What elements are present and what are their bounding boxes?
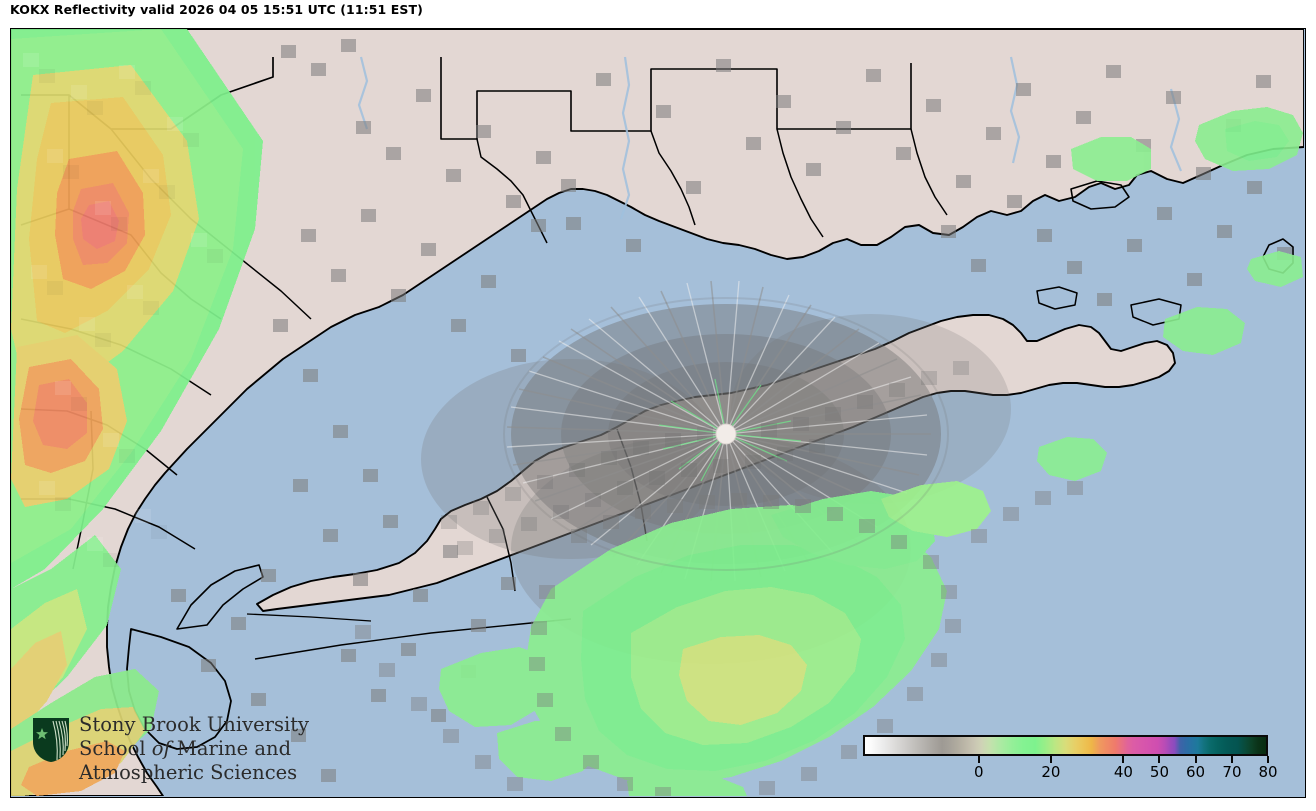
radar-bin-texture-nw (23, 53, 207, 551)
logo-line-3: Atmospheric Sciences (79, 760, 298, 784)
radar-bin-overlay-south (355, 481, 1083, 796)
colorbar-tick-0 (977, 756, 980, 763)
colorbar-label-70: 70 (1222, 763, 1242, 781)
radar-echo-east (1037, 107, 1303, 481)
colorbar-label-50: 50 (1149, 763, 1169, 781)
logo-text: Stony Brook University School of Marine … (79, 713, 309, 785)
colorbar-label-40: 40 (1113, 763, 1133, 781)
colorbar-tick-20 (1049, 756, 1052, 763)
colorbar-label-0: 0 (974, 763, 984, 781)
logo-line-2-c: Marine and (170, 736, 292, 760)
radar-echo-northwest (11, 29, 263, 796)
colorbar-label-60: 60 (1185, 763, 1206, 781)
logo-line-2-italic: of (151, 736, 171, 760)
clutter-ring-edge (503, 297, 949, 571)
star-icon (36, 728, 48, 740)
colorbar-tick-50 (1158, 756, 1161, 763)
radar-radial-spokes-bright (506, 280, 928, 582)
colorbar-label-20: 20 (1041, 763, 1061, 781)
stony-brook-logo: Stony Brook University School of Marine … (31, 713, 321, 795)
colorbar-legend: 0 20 40 50 60 70 80 (863, 735, 1278, 790)
colorbar-tick-70 (1230, 756, 1233, 763)
radar-center-green-streaks (658, 378, 802, 482)
colorbar-label-80: 80 (1258, 763, 1278, 781)
colorbar-gradient (863, 735, 1268, 756)
logo-line-2: School of Marine and (79, 737, 309, 761)
radar-map-svg (11, 29, 1304, 796)
radar-echo-south (439, 481, 991, 796)
colorbar-tick-40 (1122, 756, 1125, 763)
colorbar-tick-60 (1194, 756, 1197, 763)
logo-line-1: Stony Brook University (79, 713, 310, 736)
colorbar-tick-80 (1267, 756, 1269, 763)
radar-site-marker[interactable] (715, 423, 737, 445)
page-title: KOKX Reflectivity valid 2026 04 05 15:51… (10, 2, 423, 17)
radar-map-panel[interactable]: Stony Brook University School of Marine … (10, 28, 1306, 798)
radar-bins-long-island (441, 361, 969, 555)
logo-line-2-a: School (79, 736, 152, 760)
shield-icon (33, 718, 69, 762)
